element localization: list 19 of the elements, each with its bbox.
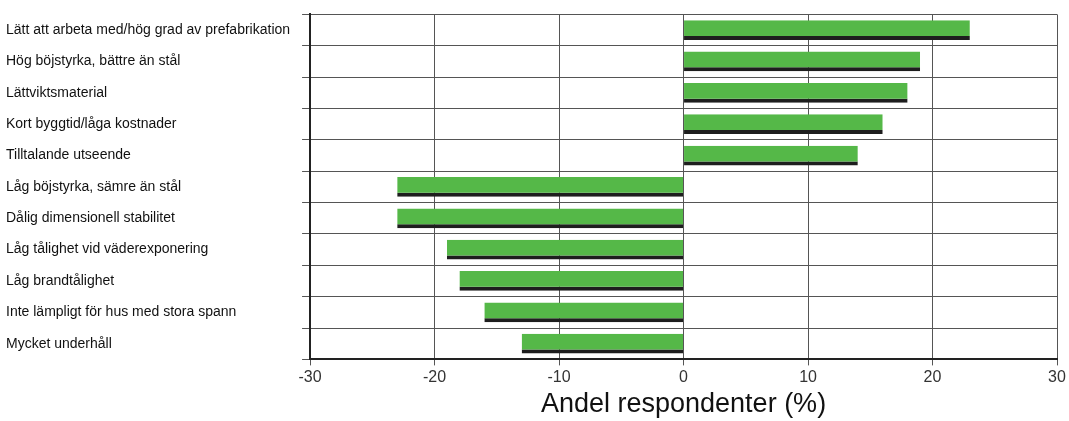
y-tick-label: Tilltalande utseende xyxy=(6,146,131,163)
x-tick-label: -10 xyxy=(547,368,571,386)
y-tick-label: Inte lämpligt för hus med stora spann xyxy=(6,303,237,320)
y-tick-label: Låg brandtålighet xyxy=(6,271,115,288)
y-tick-label: Låg böjstyrka, sämre än stål xyxy=(6,177,182,194)
x-tick-label: 0 xyxy=(679,368,689,386)
y-tick-label: Mycket underhåll xyxy=(6,334,112,351)
x-tick-label: 30 xyxy=(1048,368,1066,386)
x-axis-title: Andel respondenter (%) xyxy=(540,388,827,419)
y-tick-label: Lätt att arbeta med/hög grad av prefabrikation xyxy=(6,20,291,37)
y-tick-label: Kort byggtid/låga kostnader xyxy=(6,115,177,132)
y-tick-label: Hög böjstyrka, bättre än stål xyxy=(6,52,181,69)
x-tick-label: 20 xyxy=(923,368,942,386)
x-tick-label: -30 xyxy=(298,368,322,386)
y-tick-label: Låg tålighet vid väderexponering xyxy=(6,240,209,257)
x-tick-label: 10 xyxy=(799,368,818,386)
y-tick-label: Lättviktsmaterial xyxy=(6,83,108,100)
y-tick-label: Dålig dimensionell stabilitet xyxy=(6,209,175,226)
x-tick-label: -20 xyxy=(422,368,447,386)
